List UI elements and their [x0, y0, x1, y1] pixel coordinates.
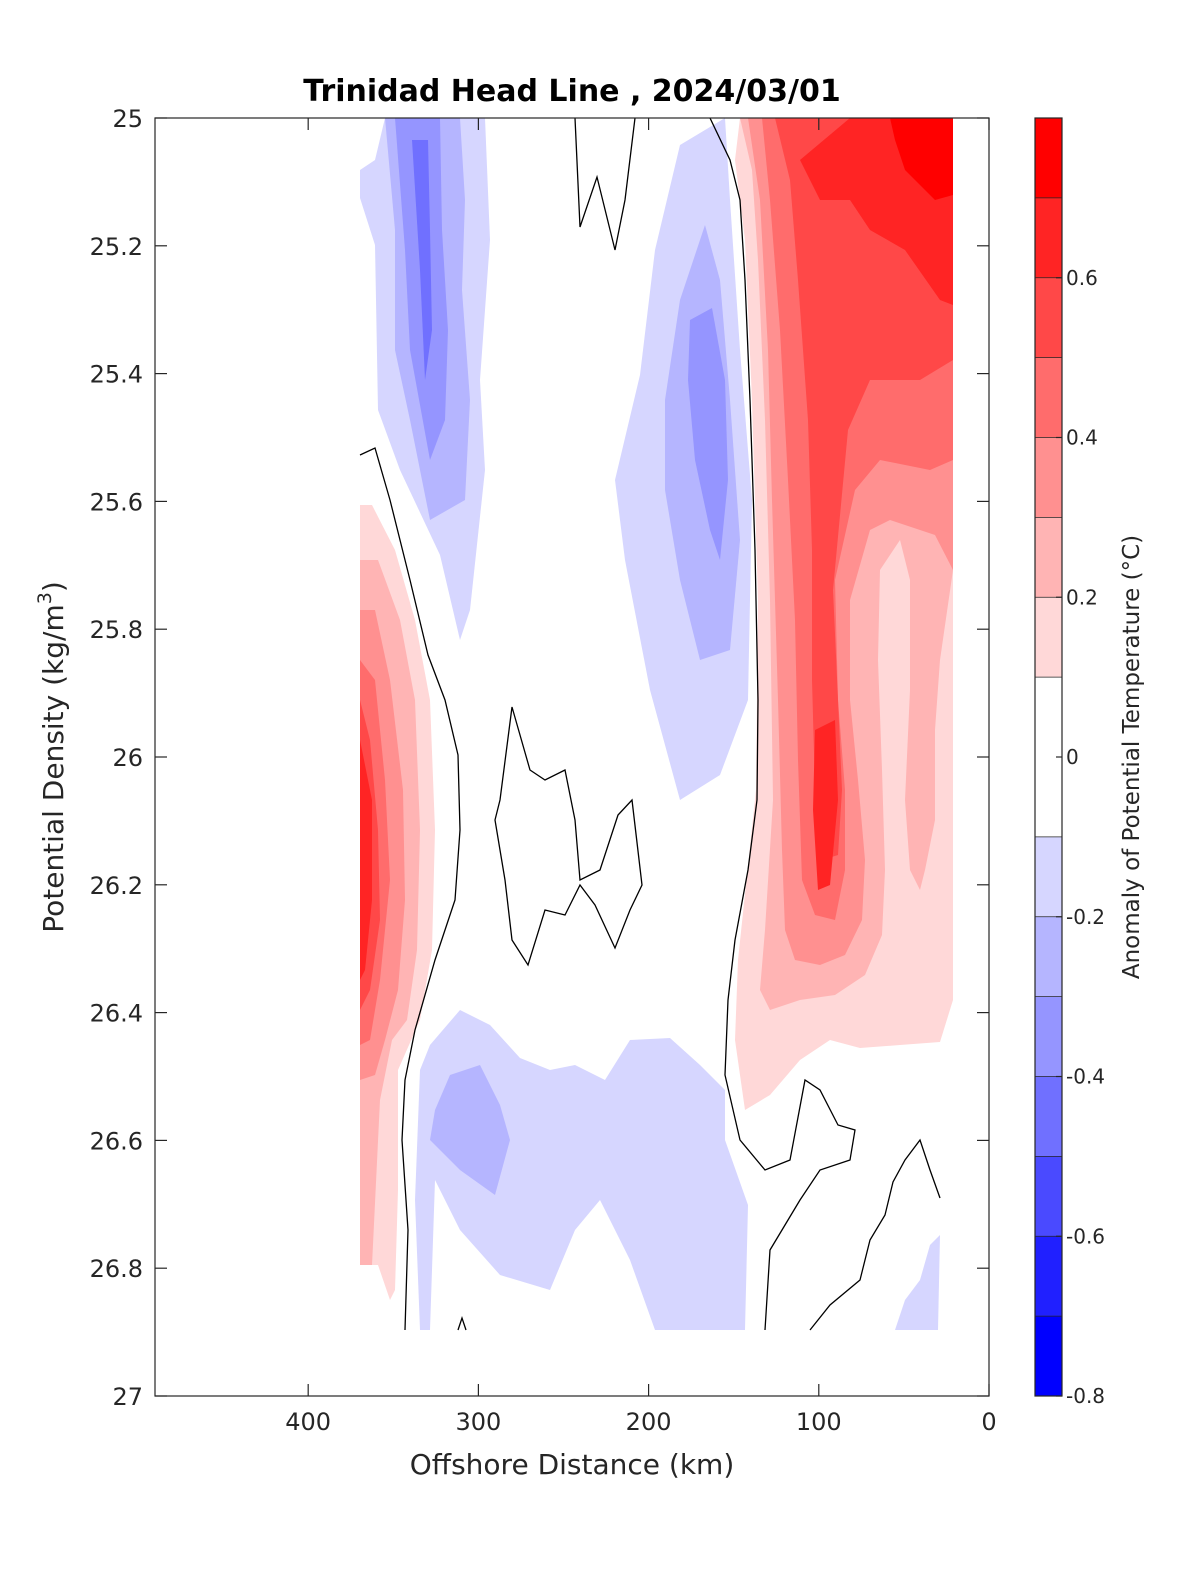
colorbar-tick-label: 0.2 [1066, 585, 1098, 609]
colorbar-tick-label: -0.2 [1066, 905, 1105, 929]
contour-fill-neg-0-4 [895, 1235, 940, 1330]
x-axis-title: Offshore Distance (km) [410, 1448, 735, 1481]
contour-fill-pos-5-1 [360, 740, 372, 980]
plot-area [154, 117, 990, 1397]
contour-fill-pos-5-2 [813, 720, 838, 890]
y-tick-label: 25 [112, 105, 143, 133]
y-tick-label: 26 [112, 744, 143, 772]
colorbar-segment [1035, 996, 1062, 1077]
x-tick-label: 400 [285, 1408, 331, 1436]
y-tick-label: 25.2 [90, 233, 143, 261]
colorbar-segment [1035, 916, 1062, 997]
colorbar-segment [1035, 836, 1062, 917]
colorbar-tick-label: 0 [1066, 745, 1079, 769]
colorbar-segment [1035, 277, 1062, 358]
x-tick-label: 200 [626, 1408, 672, 1436]
colorbar-title: Anomaly of Potential Temperature (°C) [1119, 535, 1145, 979]
colorbar-segment [1035, 1156, 1062, 1237]
x-tick-label: 100 [796, 1408, 842, 1436]
y-tick-label: 25.4 [90, 361, 143, 389]
zero-contour-east [709, 118, 856, 1331]
contour-fills [359, 118, 953, 1331]
colorbar-tick-label: 0.4 [1066, 426, 1098, 450]
colorbar-tick-label: -0.6 [1066, 1224, 1105, 1248]
y-axis-title: Potential Density (kg/m3) [34, 581, 70, 933]
zero-contour-west [359, 447, 461, 1331]
zero-contour-center [494, 706, 643, 967]
x-tick-label: 300 [455, 1408, 501, 1436]
zero-contour-bottom-small [457, 1315, 467, 1331]
y-axis-title-main: Potential Density (kg/m [37, 604, 70, 933]
y-axis-title-sup: 3 [34, 592, 56, 604]
y-tick-label: 25.8 [90, 616, 143, 644]
zero-contour-top [574, 118, 636, 251]
colorbar-segment [1035, 197, 1062, 278]
zero-contour-bottom-east [809, 1138, 941, 1331]
colorbar-tick-label: 0.6 [1066, 266, 1098, 290]
contour-fill-pos-4-2 [775, 118, 953, 860]
colorbar-segment [1035, 1236, 1062, 1317]
y-tick-label: 25.6 [90, 488, 143, 516]
contour-fill-neg-2-2 [688, 308, 728, 560]
axis-ticks [155, 117, 990, 1397]
y-tick-label: 26.8 [90, 1255, 143, 1283]
y-axis-title-end: ) [37, 581, 70, 592]
contour-fill-neg-3-1 [412, 140, 432, 380]
contour-fill-neg-0-3 [415, 1010, 748, 1330]
colorbar-segment [1035, 1076, 1062, 1157]
colorbar-tick-label: -0.4 [1066, 1065, 1105, 1089]
chart-title: Trinidad Head Line , 2024/03/01 [303, 74, 840, 109]
y-tick-label: 26.4 [90, 1000, 143, 1028]
colorbar-segment [1035, 597, 1062, 678]
zero-contour-lines [359, 118, 941, 1331]
colorbar-tick-label: -0.8 [1066, 1384, 1105, 1408]
colorbar-segment [1035, 357, 1062, 438]
colorbar: -0.8 -0.6 -0.4 -0.2 0 0.2 0.4 0.6 [1034, 117, 1105, 1408]
y-tick-label: 26.2 [90, 872, 143, 900]
contour-fill-neg-1-3 [430, 1065, 510, 1195]
y-tick-label: 26.6 [90, 1127, 143, 1155]
colorbar-segment [1035, 1316, 1062, 1396]
y-tick-label: 27 [112, 1383, 143, 1411]
colorbar-segment [1035, 437, 1062, 518]
x-tick-label: 0 [981, 1408, 996, 1436]
colorbar-segment [1035, 118, 1062, 198]
colorbar-segment [1035, 517, 1062, 598]
contour-fill-pos-6-1 [890, 118, 953, 200]
